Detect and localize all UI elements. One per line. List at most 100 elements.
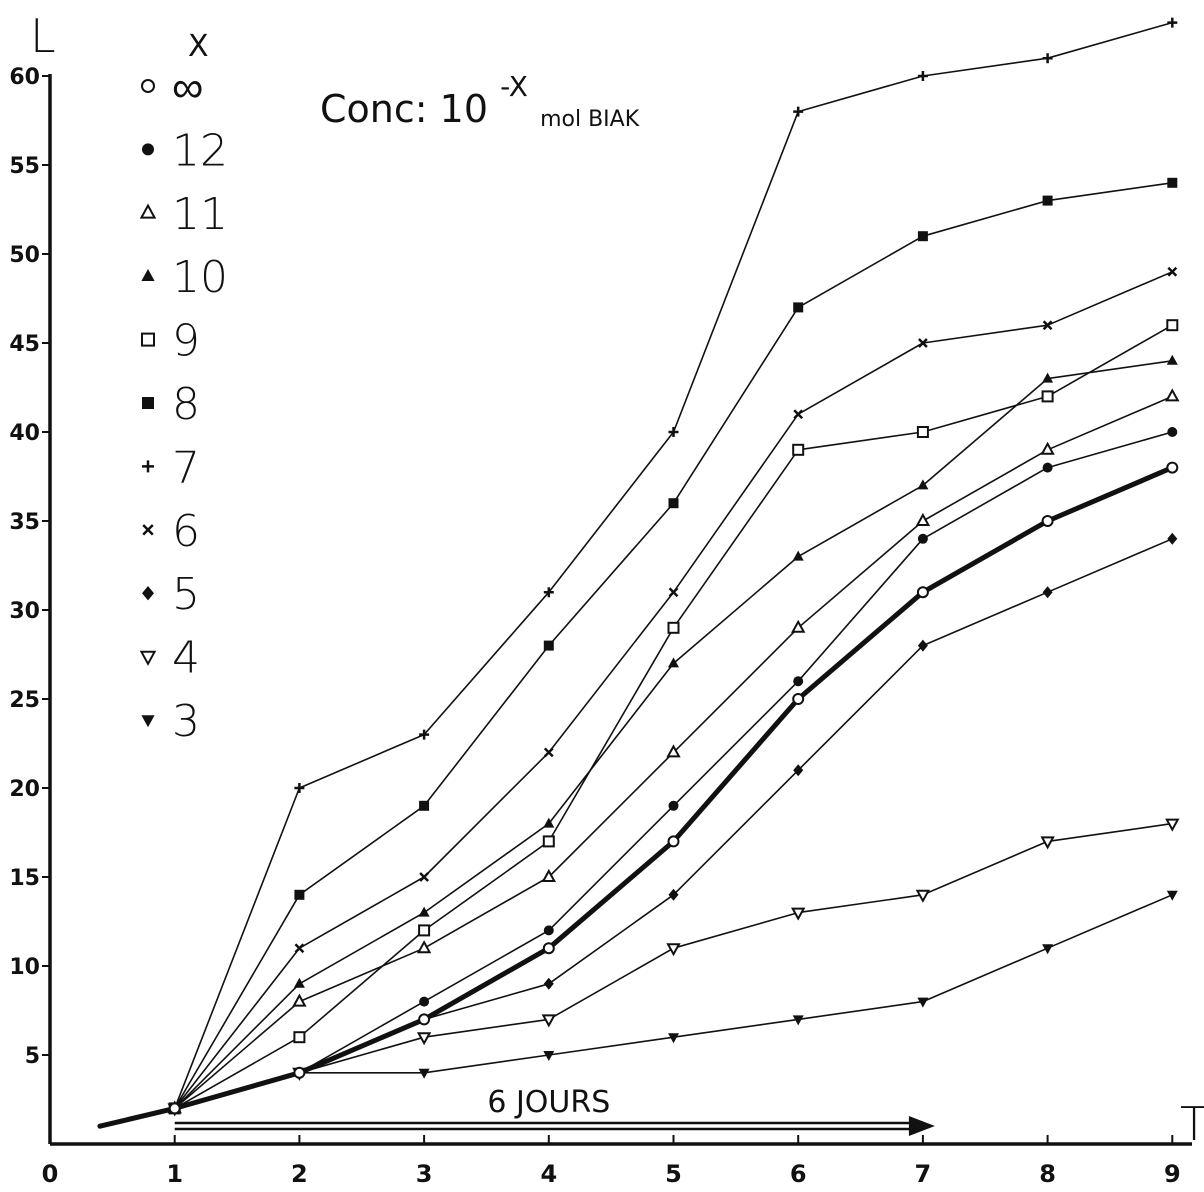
marker-circle-filled [668,800,679,811]
marker-square-open [141,332,155,347]
marker-cross [918,338,928,348]
marker-plus [543,587,554,598]
marker-circle-filled [1167,427,1178,437]
series-line [174,894,1173,1110]
chart-title: Conc: 10 -X mol BIAK [320,70,640,132]
legend-item: 7 [142,442,200,493]
marker-circle-filled [793,676,804,687]
legend-item: 3 [141,696,200,747]
legend-label: 12 [172,125,228,176]
x-tick-label: 3 [416,1160,433,1188]
marker-cross [543,747,554,758]
marker-plus [917,71,928,81]
marker-triangle-down-filled [792,1015,804,1026]
x-tick-label: 9 [1164,1160,1181,1188]
marker-triangle-down-open [416,1032,432,1046]
marker-square-filled [793,302,804,313]
marker-square-open [916,426,929,438]
origin-segment [97,1105,178,1129]
marker-triangle-open [416,940,432,954]
x-tick-label: 5 [665,1160,682,1188]
marker-plus [419,729,430,740]
y-tick-label: 55 [9,154,40,179]
legend-item: 4 [139,633,200,684]
annotation-arrowhead [908,1116,935,1136]
marker-triangle-filled [543,817,555,828]
marker-triangle-down-filled [1166,890,1178,901]
marker-triangle-down-open [1040,836,1055,850]
series-line [174,360,1173,1109]
marker-diamond-filled [793,764,804,777]
marker-triangle-filled [418,906,430,917]
legend-label: 11 [172,189,228,240]
marker-diamond-filled [1042,586,1053,599]
marker-triangle-down-open [139,650,157,666]
marker-square-open [293,1031,306,1044]
marker-triangle-filled [668,657,679,668]
marker-square-open [418,924,431,937]
series-12 [169,427,1178,1114]
legend-item: 5 [142,569,200,620]
legend-header: X [188,29,209,64]
x-tick-label: 7 [915,1160,932,1188]
series-line [174,271,1173,1109]
marker-diamond-filled [1167,532,1178,545]
marker-square-open [667,621,680,634]
marker-triangle-down-filled [418,1068,430,1079]
marker-circle-open [168,1102,181,1115]
marker-triangle-open [1040,441,1055,455]
series-line [174,822,1173,1110]
series-9 [168,319,1179,1115]
marker-circle-open [293,1066,306,1079]
marker-triangle-down-open [666,943,681,957]
marker-circle-filled [543,925,554,936]
marker-triangle-open [915,512,931,526]
legend-item: 11 [139,189,228,240]
marker-cross [1042,320,1053,331]
series-6 [169,266,1178,1114]
series-7 [169,17,1178,1114]
legend-label: 3 [172,696,200,747]
series-∞ [168,461,1179,1115]
marker-circle-filled [142,143,154,156]
series-line [174,465,1174,1111]
marker-triangle-down-filled [917,997,929,1008]
marker-square-filled [294,889,305,900]
marker-triangle-down-open [915,889,931,903]
legend-item: 10 [141,252,228,303]
x-tick-label: 8 [1039,1160,1056,1188]
marker-diamond-filled [917,639,928,652]
marker-triangle-open [541,868,556,882]
marker-plus [1042,53,1053,64]
marker-square-filled [543,640,554,651]
y-axis-label: L [30,9,56,63]
y-tick-label: 25 [9,688,40,713]
marker-circle-filled [419,996,430,1007]
marker-triangle-open [139,203,157,219]
x-tick-label: 0 [42,1160,59,1188]
marker-circle-filled [1042,462,1053,473]
title-superscript: -X [500,70,528,103]
legend-label: 7 [172,442,200,493]
marker-cross [793,409,804,420]
marker-triangle-filled [1042,372,1054,383]
marker-plus [1167,17,1178,28]
series-4 [167,818,1180,1117]
marker-square-filled [917,231,928,242]
series-3 [169,890,1178,1115]
marker-square-open [1166,319,1179,332]
x-tick-label: 4 [540,1160,557,1188]
y-tick-label: 50 [9,243,40,268]
marker-triangle-down-filled [141,715,155,728]
series-11 [167,388,1180,1114]
marker-triangle-filled [917,479,929,490]
marker-triangle-down-filled [1042,944,1054,955]
marker-triangle-open [1165,388,1180,402]
marker-circle-filled [917,533,928,544]
y-tick-label: 10 [9,955,40,980]
title-subscript: mol BIAK [540,107,640,132]
marker-cross [142,524,154,536]
marker-circle-open [667,835,680,848]
marker-circle-open [1041,515,1054,527]
